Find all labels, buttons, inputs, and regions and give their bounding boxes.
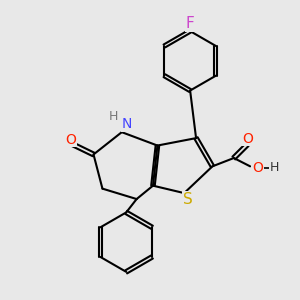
Text: O: O bbox=[242, 132, 253, 146]
Text: N: N bbox=[122, 117, 132, 131]
Text: H: H bbox=[109, 110, 118, 123]
Text: O: O bbox=[65, 133, 76, 147]
Text: F: F bbox=[186, 16, 194, 31]
Text: S: S bbox=[183, 192, 193, 207]
Text: H: H bbox=[270, 161, 279, 174]
Text: O: O bbox=[252, 161, 263, 175]
